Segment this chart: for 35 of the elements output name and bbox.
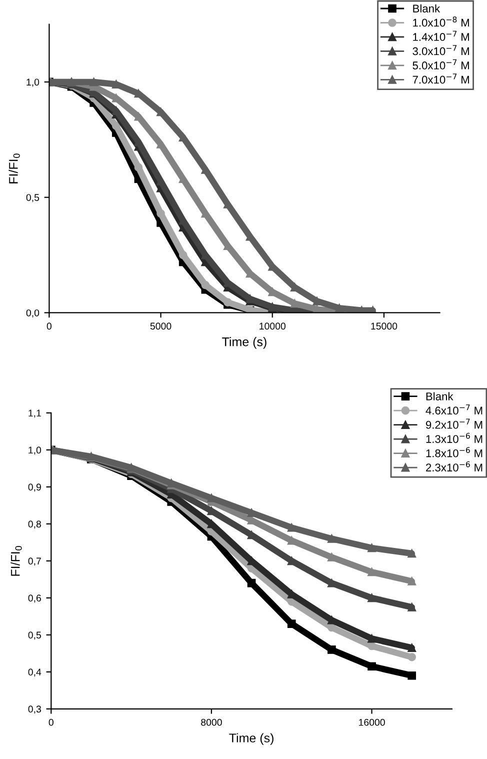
legend-label: 7.0x10$^{−7}$ M (412, 74, 469, 84)
legend-label: 2.3x10$^{−6}$ M (426, 461, 482, 472)
y-tick-label: 1,1 (28, 410, 41, 418)
y-tick-label: 0,8 (28, 520, 41, 529)
legend-label: 1.3x10$^{−6}$ M (426, 432, 482, 443)
legend-label: Blank (413, 4, 440, 12)
legend-label: 1.8x10$^{−6}$ M (426, 447, 482, 458)
x-tick-label: 8000 (201, 718, 222, 726)
x-tick-label: 16000 (359, 718, 385, 726)
legend-label: Blank (426, 392, 454, 400)
y-tick-label: 0,4 (28, 668, 42, 677)
y-tick-label: 0,5 (26, 194, 40, 202)
x-axis-title: Time (s) (229, 733, 274, 745)
x-tick-label: 10000 (260, 322, 286, 330)
x-tick-label: 0 (46, 322, 52, 330)
y-tick-label: 1,0 (26, 78, 40, 87)
legend-label: 3.0x10$^{−7}$ M (412, 45, 469, 56)
y-tick-label: 0,3 (28, 706, 41, 714)
legend-label: 9.2x10$^{−7}$ M (426, 418, 482, 429)
y-tick-label: 0,9 (28, 484, 41, 492)
x-tick-label: 5000 (150, 322, 172, 330)
y-axis-title: FI/FI$_{0}$ (10, 546, 22, 576)
x-tick-label: 15000 (371, 322, 398, 330)
x-tick-label: 0 (48, 718, 54, 726)
legend-label: 1.4x10$^{−7}$ M (413, 30, 469, 41)
legend-label: 4.6x10$^{−7}$ M (426, 404, 482, 415)
y-tick-label: 0,5 (28, 632, 42, 640)
y-tick-label: 0,7 (28, 558, 41, 566)
legend-label: 1.0x10$^{−8}$ M (413, 16, 469, 27)
legend-label: 5.0x10$^{−7}$ M (412, 59, 469, 70)
y-tick-label: 0,0 (26, 309, 40, 318)
y-tick-label: 0,6 (28, 594, 41, 603)
y-tick-label: 1,0 (28, 446, 42, 455)
y-axis-title: FI/FI$_{0}$ (8, 154, 20, 184)
x-axis-title: Time (s) (222, 337, 266, 349)
